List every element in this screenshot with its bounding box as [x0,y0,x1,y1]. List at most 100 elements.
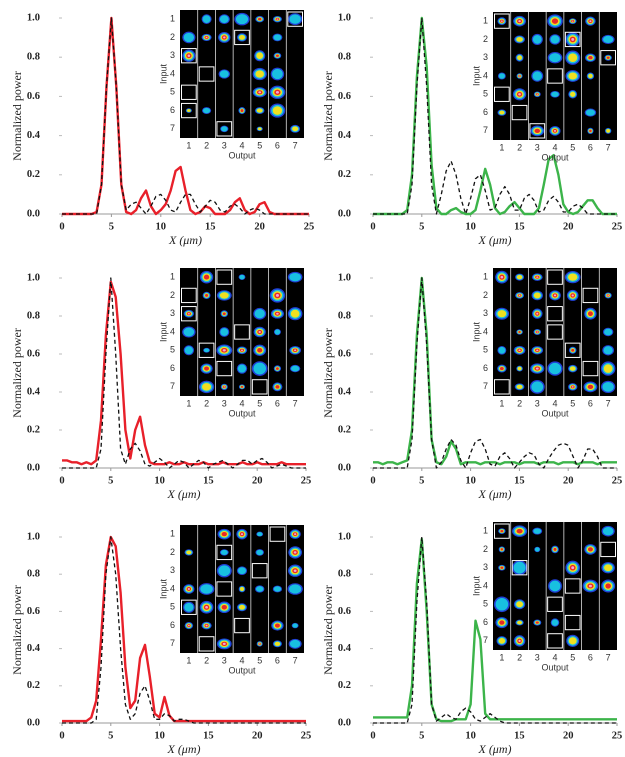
inset-spot [498,346,506,354]
inset-spot [568,273,578,281]
inset-spot [606,56,610,59]
y-tick-label: 0.4 [338,130,352,141]
inset-y-tick-label: 6 [483,617,488,627]
inset-spot [495,598,509,611]
y-tick-label: 0.2 [27,169,40,180]
x-tick-label: 5 [419,221,424,232]
inset-background [493,268,617,396]
inset-spot [202,15,211,24]
inset-spot [603,328,613,336]
inset-y-tick-label: 3 [483,308,488,318]
inset-spot [293,569,297,572]
inset-spot [531,381,544,393]
inset-spot [534,547,540,552]
x-tick-label: 20 [563,730,574,741]
inset-spot [516,601,523,608]
inset-marker [287,11,303,27]
inset-spot [203,348,210,353]
inset-y-tick-label: 7 [483,381,488,391]
inset-spot [221,532,227,537]
chart-panel: 0.00.20.40.60.81.00 5 10 15 20 25X (μm)Normal… [321,268,622,501]
inset-spot [518,93,521,96]
inset-y-tick-label: 4 [483,580,488,590]
inset-x-tick-label: 7 [606,142,611,152]
inset-spot [568,53,578,63]
inset-y-tick-label: 2 [483,34,488,44]
y-tick-label: 0.2 [338,680,351,691]
inset-spot [186,550,192,555]
inset-y-tick-label: 5 [483,599,488,609]
x-tick-label: 20 [252,475,263,486]
inset-spot [550,35,560,44]
inset-spot [536,276,539,278]
inset-spot [571,348,575,352]
inset-spot [603,346,613,355]
inset-spot [274,623,280,628]
y-axis-label: Normalized power [321,585,335,675]
inset-y-tick-label: 4 [170,68,175,78]
inset-spot [533,528,542,534]
inset-spot [235,14,249,25]
inset-x-tick-label: 4 [239,398,244,408]
inset-marker [181,599,197,615]
chart-panel: 0.00.20.40.60.81.00 5 10 15 20 25X (μm)Normal… [10,525,311,756]
y-tick-label: 1.0 [338,12,351,23]
x-tick-label: 25 [612,730,623,741]
inset-marker [216,544,233,561]
inset-marker [564,614,581,631]
inset-spot [221,126,228,132]
inset-spot [589,129,592,133]
x-tick-label: 15 [203,730,214,741]
inset-spot [275,293,279,297]
inset-spot [273,34,282,41]
y-tick-label: 0.2 [27,424,40,435]
inset-spot [255,70,264,78]
inset-y-tick-label: 4 [170,326,175,336]
inset-y-tick-label: 7 [483,125,488,135]
inset-x-tick-label: 3 [535,142,540,152]
y-tick-label: 0.8 [338,569,351,580]
inset-spot [204,366,210,371]
inset-spot [497,310,507,318]
inset-spot [553,294,557,297]
inset-spot [275,367,279,370]
inset-x-tick-label: 5 [570,652,575,662]
inset-spot [589,20,592,23]
inset-marker [547,68,563,84]
inset-spot [571,566,575,570]
inset-x-label: Output [228,408,256,418]
inset-spot [200,584,213,594]
y-tick-label: 0.0 [27,462,40,473]
inset-marker [547,324,563,340]
x-tick-label: 25 [304,221,315,232]
inset-spot [272,68,283,80]
y-tick-label: 1.0 [27,272,40,283]
inset-x-tick-label: 2 [204,140,209,150]
inset-spot [184,346,194,355]
inset-spot [518,349,521,352]
y-tick-label: 0.2 [27,680,40,691]
inset-y-tick-label: 5 [170,345,175,355]
inset-spot [570,91,576,97]
inset-x-tick-label: 1 [499,398,504,408]
inset-spot [239,587,245,591]
inset-spot [240,533,244,536]
inset-spot [293,551,297,554]
inset-x-tick-label: 3 [222,655,227,665]
inset-y-tick-label: 1 [170,529,175,539]
inset-marker [216,269,233,285]
inset-marker [511,560,528,576]
x-tick-label: 15 [514,221,525,232]
x-tick-label: 0 [370,475,375,486]
inset-spot [498,73,506,79]
x-axis-label: X (μm) [477,487,511,501]
inset-x-tick-label: 1 [186,655,191,665]
inset-spot [500,548,504,551]
inset-x-tick-label: 6 [588,398,593,408]
inset-y-tick-label: 1 [483,272,488,282]
inset-spot [518,75,521,77]
y-tick-label: 0.2 [338,169,351,180]
inset-spot [571,386,574,388]
inset-spot [517,620,523,625]
inset-spot [602,526,614,536]
